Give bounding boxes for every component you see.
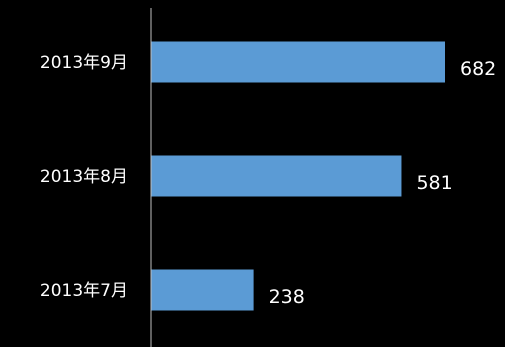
bars-group [151, 41, 445, 311]
bar-3 [151, 269, 254, 311]
value-labels-group: 682 581 238 [269, 58, 497, 308]
value-label-1: 682 [460, 58, 496, 80]
bar-2 [151, 155, 402, 197]
bar-1 [151, 41, 445, 83]
value-label-2: 581 [416, 172, 452, 194]
value-label-3: 238 [269, 286, 305, 308]
category-labels-group: 2013年9月 2013年8月 2013年7月 [40, 53, 128, 301]
category-label-1: 2013年9月 [40, 53, 128, 73]
category-label-3: 2013年7月 [40, 281, 128, 301]
category-label-2: 2013年8月 [40, 167, 128, 187]
